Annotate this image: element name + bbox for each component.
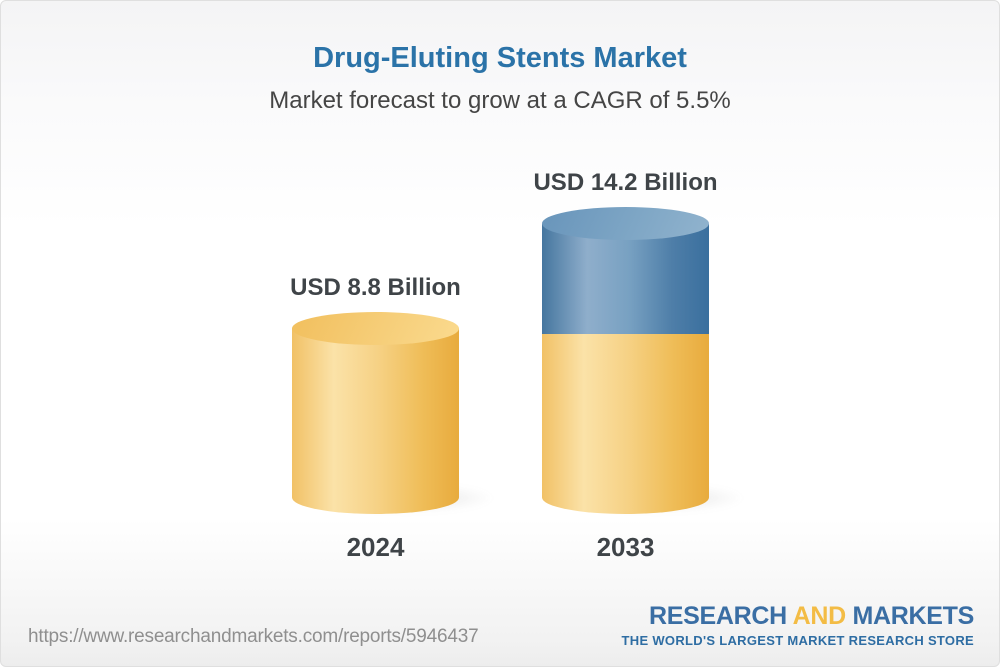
- logo-word-markets: MARKETS: [852, 602, 974, 630]
- value-label-2033: USD 14.2 Billion: [533, 169, 718, 197]
- logo-word-research: RESEARCH: [648, 602, 787, 630]
- source-url: https://www.researchandmarkets.com/repor…: [28, 626, 479, 647]
- bar-shadow: [555, 481, 756, 515]
- logo-word-and: AND: [792, 602, 847, 630]
- cylinder-2024: [292, 311, 459, 515]
- research-and-markets-logo: RESEARCH AND MARKETS THE WORLD'S LARGEST…: [621, 604, 975, 648]
- year-label-2024: 2024: [346, 532, 405, 562]
- year-label-2033: 2033: [596, 532, 655, 562]
- value-label-2024: USD 8.8 Billion: [290, 273, 461, 301]
- cylinder-growth-segment: [542, 223, 709, 335]
- cylinder-2033: [542, 207, 709, 515]
- cylinder-top-cap: [292, 311, 459, 345]
- cylinder-base-segment: [542, 223, 709, 515]
- chart-title: Drug-Eluting Stents Market: [313, 42, 687, 74]
- bar-shadow: [305, 481, 506, 515]
- cylinder-top-cap: [542, 207, 709, 241]
- logo-tagline: THE WORLD'S LARGEST MARKET RESEARCH STOR…: [621, 633, 974, 648]
- cylinder-base-segment: [292, 328, 459, 515]
- logo-wordmark: RESEARCH AND MARKETS: [622, 604, 974, 629]
- chart-subtitle: Market forecast to grow at a CAGR of 5.5…: [269, 87, 731, 114]
